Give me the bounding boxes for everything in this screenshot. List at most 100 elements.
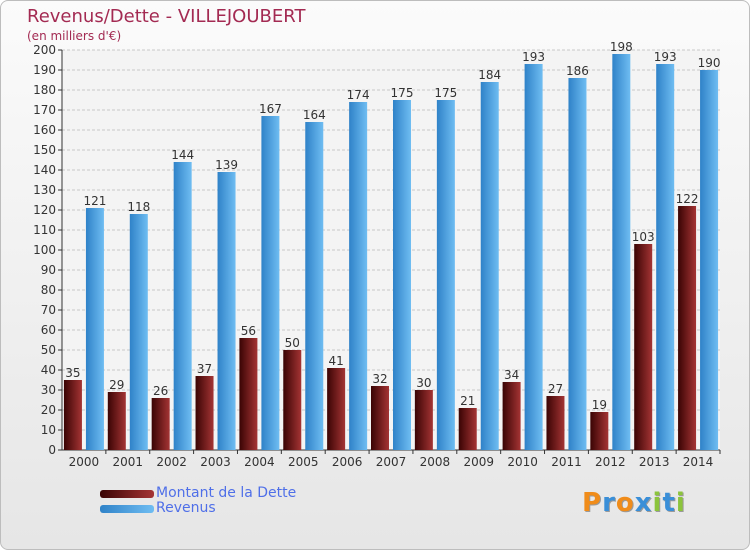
data-label-debt: 41 <box>328 354 343 368</box>
legend-label-revenue: Revenus <box>156 500 216 516</box>
y-tick-label: 150 <box>33 143 56 157</box>
data-label-debt: 30 <box>416 376 431 390</box>
data-label-debt: 26 <box>153 384 168 398</box>
data-label-revenue: 118 <box>127 200 150 214</box>
y-tick-label: 10 <box>41 423 56 437</box>
data-label-debt: 56 <box>241 324 256 338</box>
chart-subtitle: (en milliers d'€) <box>27 29 122 43</box>
bar-debt <box>678 206 697 450</box>
data-label-revenue: 193 <box>654 50 677 64</box>
bar-debt <box>107 392 126 450</box>
x-tick-label: 2000 <box>69 455 100 469</box>
y-tick-label: 200 <box>33 43 56 57</box>
y-tick-label: 160 <box>33 123 56 137</box>
bar-revenue <box>261 116 280 450</box>
logo-letter: i <box>652 488 663 518</box>
logo-letter: i <box>675 488 686 518</box>
data-label-revenue: 121 <box>83 194 106 208</box>
data-label-revenue: 184 <box>478 68 501 82</box>
bar-revenue <box>436 100 455 450</box>
y-tick-label: 100 <box>33 243 56 257</box>
data-label-debt: 37 <box>197 362 212 376</box>
x-tick-label: 2008 <box>420 455 451 469</box>
data-label-debt: 29 <box>109 378 124 392</box>
data-label-debt: 32 <box>372 372 387 386</box>
bar-debt <box>371 386 389 450</box>
x-tick-label: 2003 <box>200 455 231 469</box>
data-label-revenue: 175 <box>391 86 414 100</box>
data-labels: 35 121 29 118 26 144 37 139 56 167 50 164 41 174 32 175… <box>65 40 720 412</box>
bar-revenue <box>85 208 104 450</box>
data-label-revenue: 186 <box>566 64 589 78</box>
bar-revenue <box>393 100 411 450</box>
bar-debt <box>546 396 565 450</box>
bar-debt <box>634 244 653 450</box>
bar-revenue <box>129 214 148 450</box>
proxiti-logo: Proxiti <box>582 488 686 518</box>
bar-revenue <box>217 172 236 450</box>
logo-letter: r <box>602 488 616 518</box>
y-tick-label: 40 <box>41 363 56 377</box>
axes: 0 10 20 30 40 50 60 70 80 90 100 110 120 130 140 150 160… <box>33 43 721 469</box>
data-label-debt: 35 <box>65 366 80 380</box>
bar-revenue <box>656 64 675 450</box>
bar-debt <box>239 338 258 450</box>
y-tick-label: 120 <box>33 203 56 217</box>
bar-debt <box>327 368 346 450</box>
y-tick-label: 140 <box>33 163 56 177</box>
bar-debt <box>502 382 521 450</box>
data-label-revenue: 164 <box>303 108 326 122</box>
bar-debt <box>590 412 609 450</box>
data-label-debt: 34 <box>504 368 519 382</box>
data-label-debt: 19 <box>592 398 607 412</box>
y-tick-label: 190 <box>33 63 56 77</box>
y-tick-label: 110 <box>33 223 56 237</box>
x-tick-label: 2004 <box>244 455 275 469</box>
bar-revenue <box>173 162 192 450</box>
data-label-revenue: 139 <box>215 158 238 172</box>
y-tick-label: 50 <box>41 343 56 357</box>
chart-title: Revenus/Dette - VILLEJOUBERT <box>27 6 306 27</box>
plot-area <box>62 50 720 450</box>
grid <box>62 49 720 451</box>
logo-letter: x <box>634 488 653 518</box>
legend-swatch-debt <box>100 490 154 498</box>
bar-revenue <box>524 64 543 450</box>
bars <box>63 54 719 450</box>
data-label-debt: 27 <box>548 382 563 396</box>
y-tick-label: 130 <box>33 183 56 197</box>
data-label-revenue: 175 <box>434 86 457 100</box>
bar-debt <box>283 350 302 450</box>
data-label-revenue: 167 <box>259 102 282 116</box>
bar-debt <box>63 380 82 450</box>
bar-debt <box>195 376 214 450</box>
legend-label-debt: Montant de la Dette <box>156 485 297 501</box>
data-label-revenue: 198 <box>610 40 633 54</box>
x-tick-label: 2007 <box>376 455 407 469</box>
data-label-debt: 122 <box>676 192 699 206</box>
y-tick-label: 60 <box>41 323 56 337</box>
bar-revenue <box>349 102 368 450</box>
x-tick-label: 2002 <box>156 455 187 469</box>
x-tick-label: 2006 <box>332 455 363 469</box>
data-label-revenue: 174 <box>347 88 370 102</box>
x-tick-label: 2010 <box>507 455 538 469</box>
logo-letter: P <box>582 488 603 518</box>
logo-letter: o <box>615 488 635 518</box>
y-tick-label: 70 <box>41 303 56 317</box>
y-tick-label: 170 <box>33 103 56 117</box>
bar-revenue <box>612 54 631 450</box>
bar-revenue <box>305 122 324 450</box>
y-tick-label: 30 <box>41 383 56 397</box>
y-tick-label: 20 <box>41 403 56 417</box>
data-label-debt: 103 <box>632 230 655 244</box>
bar-revenue <box>700 70 719 450</box>
bar-revenue <box>568 78 587 450</box>
legend-swatch-revenue <box>100 505 154 513</box>
bar-revenue <box>480 82 499 450</box>
y-tick-label: 80 <box>41 283 56 297</box>
bar-debt <box>151 398 170 450</box>
bar-debt <box>458 408 477 450</box>
y-tick-label: 90 <box>41 263 56 277</box>
